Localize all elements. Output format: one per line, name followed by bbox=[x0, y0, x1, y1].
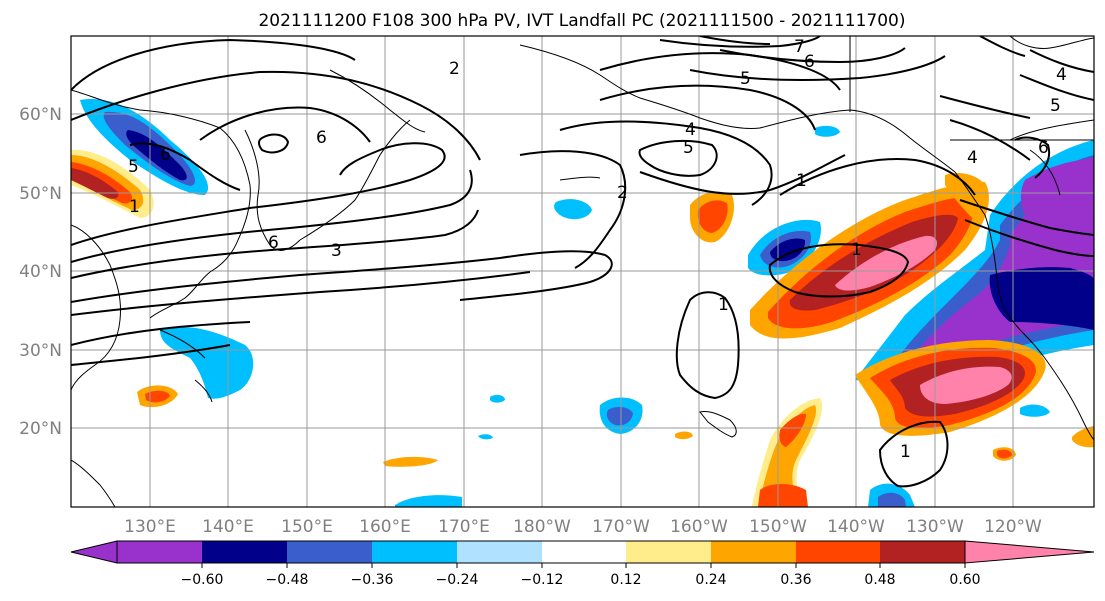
colorbar: −0.60 −0.48 −0.36 −0.24 −0.12 0.12 0.24 … bbox=[70, 540, 1095, 588]
lon-label: 170°E bbox=[438, 517, 490, 537]
colorbar-segment bbox=[457, 541, 542, 563]
lat-label: 20°N bbox=[19, 419, 62, 439]
contour-label: 6 bbox=[160, 145, 171, 165]
colorbar-tick-label: 0.24 bbox=[695, 572, 726, 588]
contour-label: 3 bbox=[331, 241, 342, 261]
colorbar-frame bbox=[116, 540, 966, 564]
colorbar-segment bbox=[372, 541, 457, 563]
colorbar-segment bbox=[542, 541, 626, 563]
lon-label: 170°W bbox=[592, 517, 650, 537]
contour-label: 2 bbox=[617, 183, 628, 203]
lon-label: 180°W bbox=[513, 517, 571, 537]
contour-label: 4 bbox=[967, 148, 978, 168]
map-panel: 2 6 7 6 5 4 5 4 6 6 5 5 1 2 1 1 1 3 1 4 … bbox=[70, 35, 1095, 508]
contour-labels: 2 6 7 6 5 4 5 4 6 6 5 5 1 2 1 1 1 3 1 4 … bbox=[128, 37, 1067, 462]
colorbar-segment bbox=[202, 541, 287, 563]
colorbar-segment bbox=[796, 541, 880, 563]
colorbar-segment bbox=[117, 541, 202, 563]
map-frame bbox=[70, 35, 1095, 508]
lat-label: 40°N bbox=[19, 262, 62, 282]
colorbar-tick-label: 0.60 bbox=[949, 572, 980, 588]
contour-label: 6 bbox=[316, 128, 327, 148]
contour-label: 6 bbox=[804, 52, 815, 72]
colorbar-segment bbox=[880, 541, 965, 563]
colorbar-tick-label: −0.48 bbox=[266, 572, 309, 588]
colorbar-ticks bbox=[201, 563, 966, 568]
lat-label: 60°N bbox=[19, 105, 62, 125]
lon-label: 140°W bbox=[827, 517, 885, 537]
contour-label: 4 bbox=[685, 120, 696, 140]
colorbar-min-extend bbox=[70, 540, 118, 564]
latitude-labels: 60°N 50°N 40°N 30°N 20°N bbox=[19, 105, 62, 439]
colorbar-tick-label: 0.48 bbox=[864, 572, 895, 588]
colorbar-tick-label: 0.12 bbox=[610, 572, 641, 588]
colorbar-tick-label: −0.24 bbox=[436, 572, 479, 588]
contour-label: 1 bbox=[796, 171, 807, 191]
colorbar-tick-labels: −0.60 −0.48 −0.36 −0.24 −0.12 0.12 0.24 … bbox=[181, 572, 981, 588]
colorbar-tick-label: 0.36 bbox=[780, 572, 811, 588]
colorbar-tick-label: −0.36 bbox=[351, 572, 394, 588]
lon-label: 150°W bbox=[749, 517, 807, 537]
figure-title: 2021111200 F108 300 hPa PV, IVT Landfall… bbox=[258, 11, 905, 31]
contour-label: 1 bbox=[718, 295, 729, 315]
contour-label: 2 bbox=[449, 59, 460, 79]
lon-label: 140°E bbox=[202, 517, 254, 537]
colorbar-max-extend bbox=[964, 540, 1095, 564]
lon-label: 130°E bbox=[124, 517, 176, 537]
contour-label: 1 bbox=[851, 240, 862, 260]
colorbar-tick-label: −0.60 bbox=[181, 572, 224, 588]
contour-label: 4 bbox=[1056, 65, 1067, 85]
contour-label: 1 bbox=[129, 197, 140, 217]
colorbar-segment bbox=[711, 541, 796, 563]
contour-label: 6 bbox=[268, 233, 279, 253]
pv-contours bbox=[71, 36, 1094, 488]
contour-label: 5 bbox=[683, 138, 694, 158]
contour-label: 5 bbox=[1050, 96, 1061, 116]
gridlines bbox=[71, 36, 1094, 507]
lon-label: 160°E bbox=[359, 517, 411, 537]
lon-label: 160°W bbox=[670, 517, 728, 537]
contour-label: 1 bbox=[900, 442, 911, 462]
longitude-labels: 130°E 140°E 150°E 160°E 170°E 180°W 170°… bbox=[124, 517, 1042, 537]
contour-label: 7 bbox=[794, 37, 805, 57]
ivt-shading bbox=[71, 36, 1094, 507]
contour-label: 5 bbox=[740, 69, 751, 89]
colorbar-tick-label: −0.12 bbox=[521, 572, 564, 588]
lat-label: 50°N bbox=[19, 184, 62, 204]
lon-label: 130°W bbox=[906, 517, 964, 537]
lon-label: 150°E bbox=[281, 517, 333, 537]
negative-shading bbox=[80, 99, 1094, 507]
colorbar-segment bbox=[626, 541, 711, 563]
lat-label: 30°N bbox=[19, 341, 62, 361]
contour-label: 5 bbox=[128, 157, 139, 177]
lon-label: 120°W bbox=[984, 517, 1042, 537]
contour-label: 6 bbox=[1038, 138, 1049, 158]
colorbar-segment bbox=[287, 541, 372, 563]
